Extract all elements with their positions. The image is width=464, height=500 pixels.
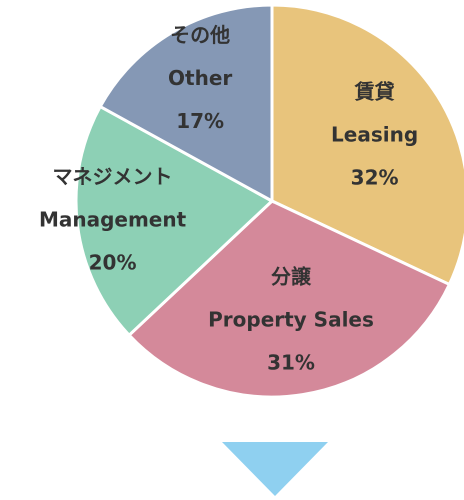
value-label: 31% — [267, 351, 315, 375]
value-label: 32% — [351, 165, 399, 189]
label-en: Other — [168, 66, 232, 90]
label-en: Management — [39, 208, 187, 232]
value-label: 17% — [176, 109, 224, 133]
pie-slice — [74, 104, 275, 338]
pie-slice — [127, 199, 452, 399]
value-label: 20% — [89, 251, 137, 275]
down-arrow — [222, 442, 328, 496]
label-en: Leasing — [331, 122, 418, 146]
labels: 賃貸 Leasing 32% 分譲 Property Sales 31% マネジメント Man… — [39, 23, 418, 374]
label-ja: その他 — [170, 23, 230, 47]
label-ja: 賃貸 — [354, 79, 395, 103]
label-ja: マネジメント — [53, 165, 173, 189]
label-en: Property Sales — [208, 308, 374, 332]
pie-slice — [270, 3, 464, 287]
pie — [74, 3, 464, 399]
pie-slice — [98, 3, 274, 204]
label-ja: 分譲 — [271, 265, 312, 289]
